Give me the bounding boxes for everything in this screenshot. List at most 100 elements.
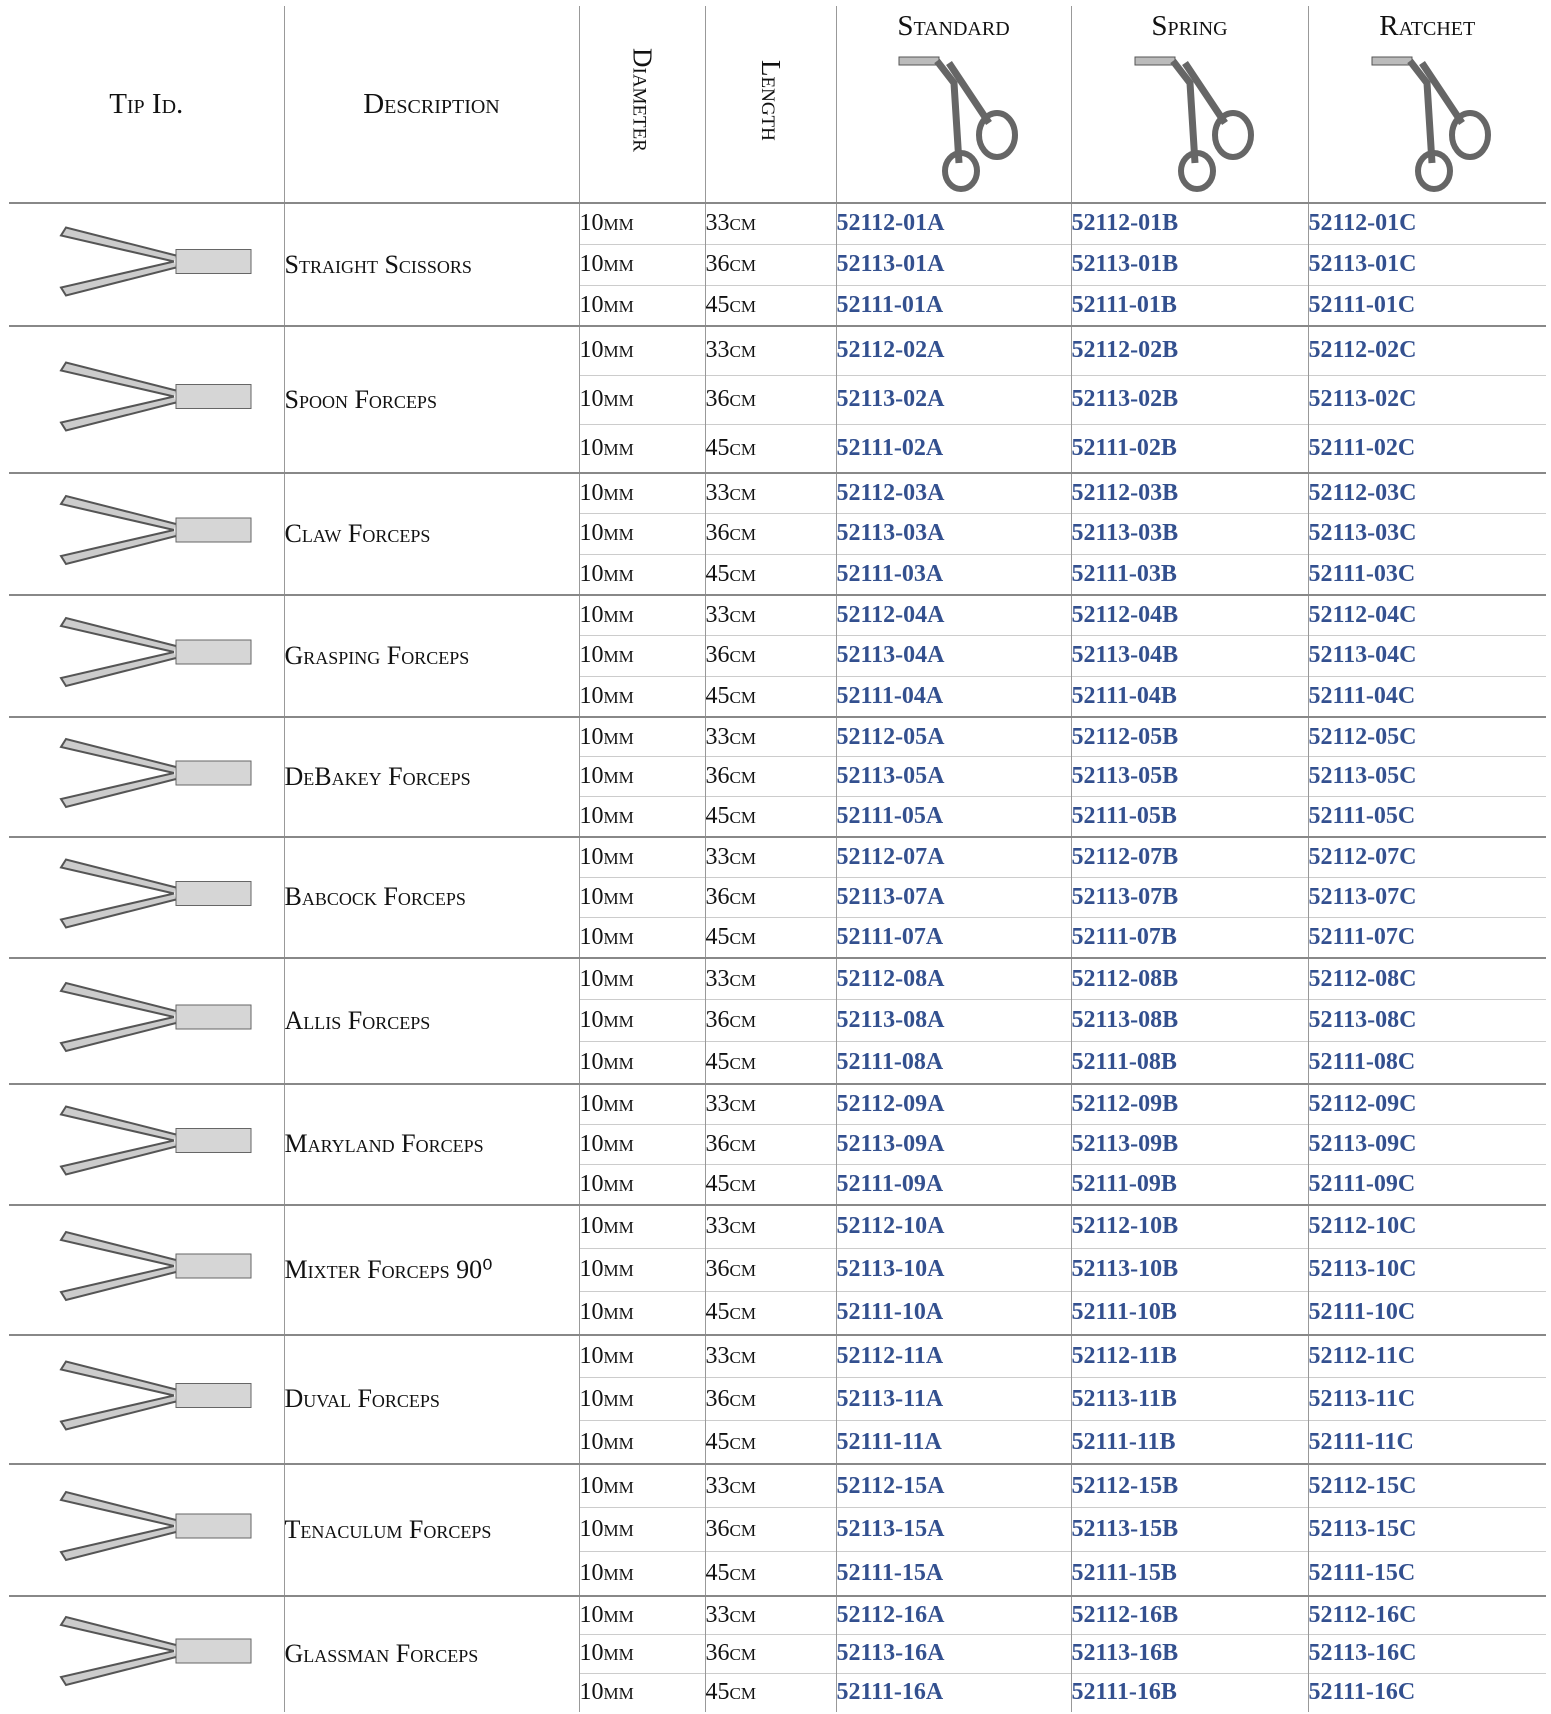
part-number: 52113-01A xyxy=(835,243,1071,285)
part-number: 52112-07C xyxy=(1307,835,1546,878)
spec-cell: 36cm xyxy=(704,1377,836,1421)
description-cell: Duval Forceps xyxy=(283,1333,579,1464)
ring xyxy=(1415,150,1454,192)
part-number: 52111-04B xyxy=(1070,675,1308,717)
part-number: 52113-11B xyxy=(1070,1377,1308,1421)
part-number: 52111-10B xyxy=(1070,1291,1308,1335)
jaw xyxy=(59,529,177,566)
part-number: 52112-09C xyxy=(1307,1082,1546,1125)
spec-cell: 33cm xyxy=(704,1082,836,1125)
table-header: Tip Id. Description Diameter Length Stan… xyxy=(9,6,1546,203)
table-row: 10mm 45cm 52111-07A 52111-07B 52111-07C xyxy=(9,917,1546,958)
part-number: 52111-07C xyxy=(1307,917,1546,958)
table-row: 10mm 36cm 52113-08A 52113-08B 52113-08C xyxy=(9,999,1546,1042)
part-number: 52111-09B xyxy=(1070,1164,1308,1205)
tip-illustration xyxy=(59,1360,252,1432)
part-number: 52112-02C xyxy=(1307,325,1546,375)
spec-cell: 36cm xyxy=(704,1507,836,1552)
part-number: 52111-02B xyxy=(1070,423,1308,473)
table-row: Mixter Forceps 90⁰ 10mm 33cm 52112-10A 52112… xyxy=(9,1203,1546,1335)
part-number: 52112-08C xyxy=(1307,956,1546,1000)
table-row: 10mm 36cm 52113-11A 52113-11B 52113-11C xyxy=(9,1377,1546,1421)
part-number: 52113-05A xyxy=(835,756,1071,797)
part-number: 52111-03B xyxy=(1070,553,1308,595)
tip-illustration xyxy=(59,738,252,809)
table-row: 10mm 45cm 52111-11A 52111-11B 52111-11C xyxy=(9,1420,1546,1464)
spec-cell: 10mm xyxy=(578,835,705,878)
table-row: Maryland Forceps 10mm 33cm 52112-09A 52112-0… xyxy=(9,1082,1546,1205)
part-number: 52111-16A xyxy=(835,1672,1071,1712)
part-number: 52113-02A xyxy=(835,374,1071,424)
part-number: 52112-01A xyxy=(835,202,1071,244)
table-row: Claw Forceps 10mm 33cm 52112-03A 52112-03B 52… xyxy=(9,472,1546,595)
part-number: 52113-09C xyxy=(1307,1123,1546,1165)
spec-cell: 10mm xyxy=(578,1462,705,1508)
part-number: 52111-04C xyxy=(1307,675,1546,717)
jaw xyxy=(59,651,177,688)
table-row: 10mm 36cm 52113-10A 52113-10B 52113-10C xyxy=(9,1247,1546,1292)
part-number: 52112-02A xyxy=(835,325,1071,375)
table-row: 10mm 45cm 52111-04A 52111-04B 52111-04C xyxy=(9,675,1546,717)
spec-cell: 36cm xyxy=(704,513,836,555)
part-number: 52113-10B xyxy=(1070,1247,1308,1292)
ring xyxy=(975,110,1018,160)
description-cell: Claw Forceps xyxy=(283,472,579,595)
part-number: 52113-03A xyxy=(835,513,1071,555)
header-cell: Description xyxy=(283,6,579,203)
spec-cell: 10mm xyxy=(578,1164,705,1205)
part-number: 52111-08A xyxy=(835,1041,1071,1084)
ring xyxy=(1211,110,1254,160)
part-number: 52112-16A xyxy=(835,1594,1071,1635)
shaft xyxy=(175,248,252,274)
tip-illustration xyxy=(59,1231,252,1302)
part-number: 52111-01C xyxy=(1307,284,1546,326)
table-row: 10mm 45cm 52111-05A 52111-05B 52111-05C xyxy=(9,796,1546,837)
table-row: Tenaculum Forceps 10mm 33cm 52112-15A 52112-… xyxy=(9,1462,1546,1596)
part-number: 52112-10A xyxy=(835,1203,1071,1249)
jaw xyxy=(59,982,177,1019)
jaw xyxy=(59,260,177,297)
spec-cell: 10mm xyxy=(578,1203,705,1249)
tip-cell xyxy=(9,325,284,473)
shaft xyxy=(175,1638,252,1664)
spec-cell: 45cm xyxy=(704,1041,836,1084)
table-row: 10mm 36cm 52113-16A 52113-16B 52113-16C xyxy=(9,1634,1546,1674)
shaft xyxy=(175,1383,252,1409)
table-row: 10mm 36cm 52113-01A 52113-01B 52113-01C xyxy=(9,243,1546,285)
part-number: 52112-01C xyxy=(1307,202,1546,244)
jaw xyxy=(59,1105,177,1142)
tip-cell xyxy=(9,1333,284,1464)
table-body: Straight Scissors 10mm 33cm 52112-01A 52112-… xyxy=(9,202,1546,1712)
part-number: 52113-15A xyxy=(835,1507,1071,1552)
spec-cell: 45cm xyxy=(704,1420,836,1464)
table-row: 10mm 45cm 52111-09A 52111-09B 52111-09C xyxy=(9,1164,1546,1205)
arm xyxy=(1407,58,1436,164)
spec-cell: 36cm xyxy=(704,876,836,918)
part-number: 52111-03C xyxy=(1307,553,1546,595)
description-cell: Maryland Forceps xyxy=(283,1082,579,1205)
header-cell: Spring xyxy=(1070,6,1308,203)
header-label: Diameter xyxy=(627,48,658,152)
spec-cell: 10mm xyxy=(578,513,705,555)
shaft xyxy=(175,1128,252,1154)
spec-cell: 33cm xyxy=(704,325,836,375)
part-number: 52113-05C xyxy=(1307,756,1546,797)
spec-cell: 45cm xyxy=(704,1672,836,1712)
part-number: 52113-07B xyxy=(1070,876,1308,918)
spec-cell: 10mm xyxy=(578,1634,705,1674)
part-number: 52111-08C xyxy=(1307,1041,1546,1084)
tip-illustration xyxy=(59,225,252,297)
part-number: 52111-08B xyxy=(1070,1041,1308,1084)
header-cell: Length xyxy=(704,6,836,203)
part-number: 52111-01B xyxy=(1070,284,1308,326)
part-number: 52111-15A xyxy=(835,1551,1071,1596)
jaw xyxy=(59,1360,177,1397)
table-row: Glassman Forceps 10mm 33cm 52112-16A 52112-1… xyxy=(9,1594,1546,1712)
ring xyxy=(941,150,980,192)
part-number: 52111-04A xyxy=(835,675,1071,717)
part-number: 52111-15B xyxy=(1070,1551,1308,1596)
tip-illustration xyxy=(59,495,252,566)
part-number: 52111-15C xyxy=(1307,1551,1546,1596)
jaw xyxy=(59,1139,177,1177)
